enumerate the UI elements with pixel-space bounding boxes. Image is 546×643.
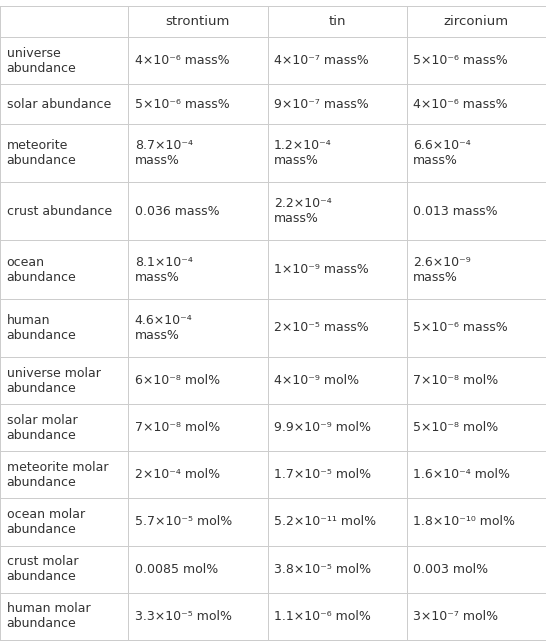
- Text: 7×10⁻⁸ mol%: 7×10⁻⁸ mol%: [135, 421, 220, 434]
- Text: 5×10⁻⁸ mol%: 5×10⁻⁸ mol%: [413, 421, 498, 434]
- Text: 9.9×10⁻⁹ mol%: 9.9×10⁻⁹ mol%: [274, 421, 371, 434]
- Text: meteorite molar
abundance: meteorite molar abundance: [7, 461, 108, 489]
- Text: 5×10⁻⁶ mass%: 5×10⁻⁶ mass%: [135, 98, 230, 111]
- Text: tin: tin: [328, 15, 346, 28]
- Text: human molar
abundance: human molar abundance: [7, 602, 90, 630]
- Text: 7×10⁻⁸ mol%: 7×10⁻⁸ mol%: [413, 374, 498, 387]
- Text: 1.7×10⁻⁵ mol%: 1.7×10⁻⁵ mol%: [274, 468, 371, 482]
- Text: 3.3×10⁻⁵ mol%: 3.3×10⁻⁵ mol%: [135, 610, 232, 622]
- Text: 4×10⁻⁶ mass%: 4×10⁻⁶ mass%: [135, 54, 229, 67]
- Text: solar molar
abundance: solar molar abundance: [7, 413, 77, 442]
- Text: meteorite
abundance: meteorite abundance: [7, 139, 76, 167]
- Text: 2×10⁻⁴ mol%: 2×10⁻⁴ mol%: [135, 468, 220, 482]
- Text: 5×10⁻⁶ mass%: 5×10⁻⁶ mass%: [413, 322, 508, 334]
- Text: 1.8×10⁻¹⁰ mol%: 1.8×10⁻¹⁰ mol%: [413, 516, 515, 529]
- Text: 8.1×10⁻⁴
mass%: 8.1×10⁻⁴ mass%: [135, 255, 193, 284]
- Text: 3.8×10⁻⁵ mol%: 3.8×10⁻⁵ mol%: [274, 563, 371, 575]
- Text: crust molar
abundance: crust molar abundance: [7, 555, 78, 583]
- Text: human
abundance: human abundance: [7, 314, 76, 342]
- Text: 0.0085 mol%: 0.0085 mol%: [135, 563, 218, 575]
- Text: 1×10⁻⁹ mass%: 1×10⁻⁹ mass%: [274, 263, 369, 276]
- Text: 4×10⁻⁹ mol%: 4×10⁻⁹ mol%: [274, 374, 359, 387]
- Text: 9×10⁻⁷ mass%: 9×10⁻⁷ mass%: [274, 98, 369, 111]
- Text: 1.2×10⁻⁴
mass%: 1.2×10⁻⁴ mass%: [274, 139, 332, 167]
- Text: 0.003 mol%: 0.003 mol%: [413, 563, 489, 575]
- Text: 6×10⁻⁸ mol%: 6×10⁻⁸ mol%: [135, 374, 220, 387]
- Text: ocean molar
abundance: ocean molar abundance: [7, 508, 85, 536]
- Text: 6.6×10⁻⁴
mass%: 6.6×10⁻⁴ mass%: [413, 139, 471, 167]
- Text: 4.6×10⁻⁴
mass%: 4.6×10⁻⁴ mass%: [135, 314, 193, 342]
- Text: 2.6×10⁻⁹
mass%: 2.6×10⁻⁹ mass%: [413, 255, 471, 284]
- Text: 0.013 mass%: 0.013 mass%: [413, 205, 498, 218]
- Text: universe
abundance: universe abundance: [7, 46, 76, 75]
- Text: universe molar
abundance: universe molar abundance: [7, 367, 100, 395]
- Text: 5.2×10⁻¹¹ mol%: 5.2×10⁻¹¹ mol%: [274, 516, 376, 529]
- Text: 0.036 mass%: 0.036 mass%: [135, 205, 219, 218]
- Text: 1.6×10⁻⁴ mol%: 1.6×10⁻⁴ mol%: [413, 468, 511, 482]
- Text: zirconium: zirconium: [444, 15, 509, 28]
- Text: 2.2×10⁻⁴
mass%: 2.2×10⁻⁴ mass%: [274, 197, 332, 225]
- Text: crust abundance: crust abundance: [7, 205, 112, 218]
- Text: solar abundance: solar abundance: [7, 98, 111, 111]
- Text: strontium: strontium: [166, 15, 230, 28]
- Text: 4×10⁻⁶ mass%: 4×10⁻⁶ mass%: [413, 98, 508, 111]
- Bar: [0, 6, 546, 37]
- Text: 4×10⁻⁷ mass%: 4×10⁻⁷ mass%: [274, 54, 369, 67]
- Text: 5.7×10⁻⁵ mol%: 5.7×10⁻⁵ mol%: [135, 516, 232, 529]
- Text: ocean
abundance: ocean abundance: [7, 255, 76, 284]
- Text: 2×10⁻⁵ mass%: 2×10⁻⁵ mass%: [274, 322, 369, 334]
- Text: 5×10⁻⁶ mass%: 5×10⁻⁶ mass%: [413, 54, 508, 67]
- Text: 1.1×10⁻⁶ mol%: 1.1×10⁻⁶ mol%: [274, 610, 371, 622]
- Text: 3×10⁻⁷ mol%: 3×10⁻⁷ mol%: [413, 610, 498, 622]
- Text: 8.7×10⁻⁴
mass%: 8.7×10⁻⁴ mass%: [135, 139, 193, 167]
